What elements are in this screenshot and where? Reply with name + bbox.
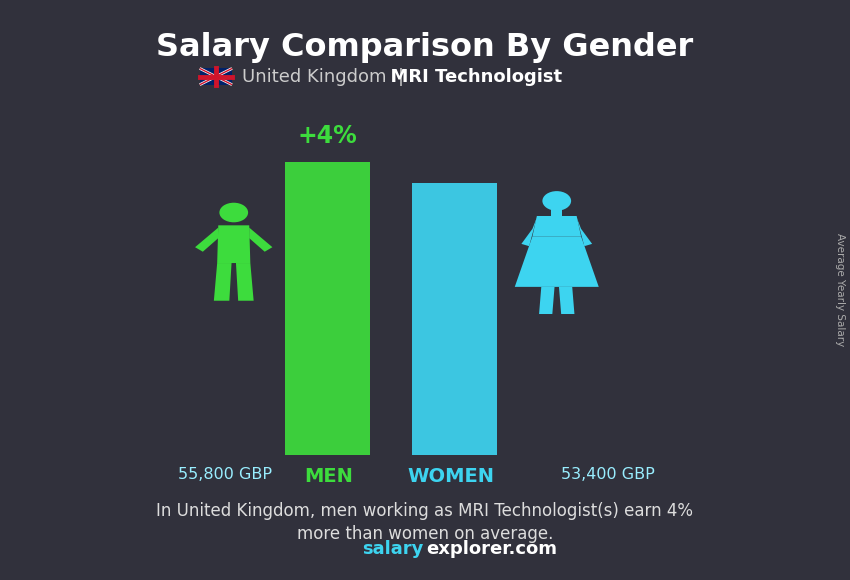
- Polygon shape: [521, 218, 537, 246]
- Text: 53,400 GBP: 53,400 GBP: [561, 467, 654, 482]
- Polygon shape: [576, 218, 592, 246]
- Bar: [551, 207, 562, 216]
- Bar: [285, 162, 370, 455]
- Text: WOMEN: WOMEN: [407, 467, 494, 486]
- Polygon shape: [539, 287, 554, 314]
- Polygon shape: [249, 227, 272, 252]
- Text: salary: salary: [362, 540, 423, 558]
- Circle shape: [542, 191, 571, 211]
- Text: +4%: +4%: [298, 124, 357, 148]
- Polygon shape: [532, 216, 581, 237]
- Polygon shape: [559, 287, 575, 314]
- Polygon shape: [218, 225, 251, 263]
- Text: In United Kingdom, men working as MRI Technologist(s) earn 4%: In United Kingdom, men working as MRI Te…: [156, 502, 694, 520]
- Text: MEN: MEN: [304, 467, 354, 486]
- Polygon shape: [196, 227, 218, 252]
- Bar: [200, 68, 232, 85]
- Polygon shape: [236, 263, 253, 300]
- Text: 55,800 GBP: 55,800 GBP: [178, 467, 272, 482]
- Text: more than women on average.: more than women on average.: [297, 525, 553, 543]
- Bar: [412, 183, 497, 455]
- Polygon shape: [214, 263, 231, 300]
- Polygon shape: [515, 237, 598, 287]
- Text: Salary Comparison By Gender: Salary Comparison By Gender: [156, 32, 694, 63]
- Text: MRI Technologist: MRI Technologist: [378, 67, 563, 86]
- Text: United Kingdom  |: United Kingdom |: [242, 67, 405, 86]
- Text: explorer.com: explorer.com: [427, 540, 558, 558]
- Text: Average Yearly Salary: Average Yearly Salary: [835, 233, 845, 347]
- Circle shape: [219, 202, 248, 222]
